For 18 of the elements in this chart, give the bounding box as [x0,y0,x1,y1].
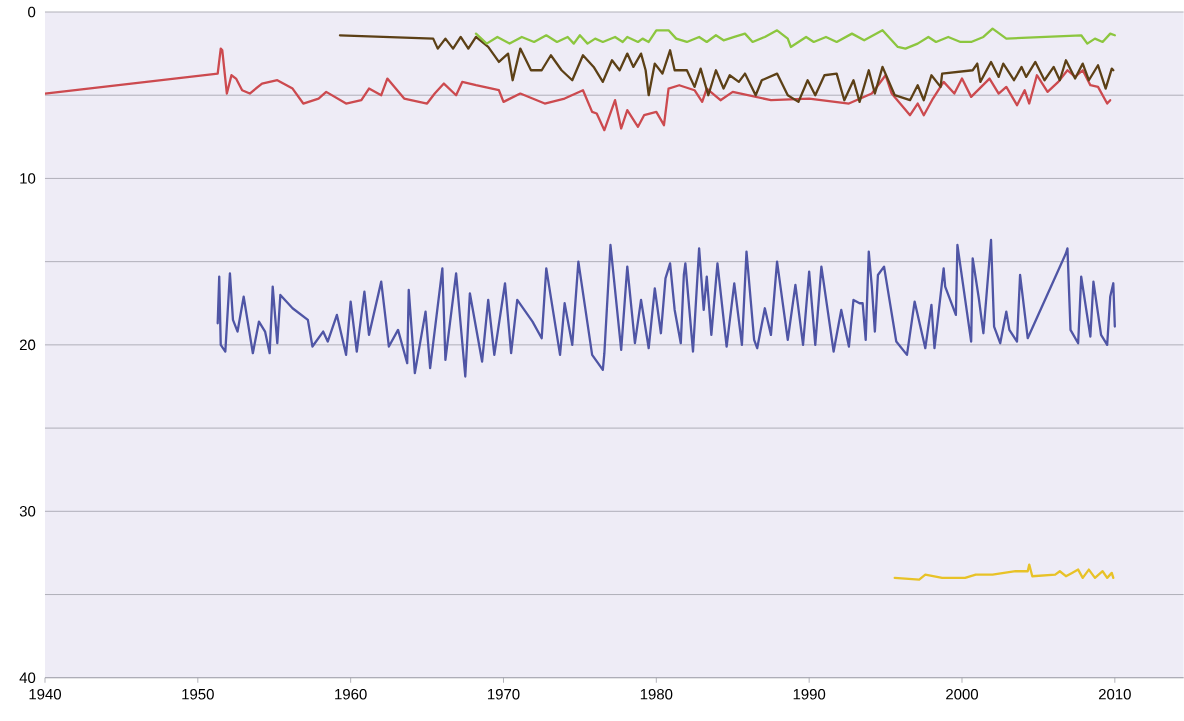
x-tick-label: 1950 [182,689,214,700]
line-series [893,563,1115,581]
y-tick-label: 30 [19,506,36,517]
line-series [216,238,1116,378]
x-tick-label: 1970 [488,689,520,700]
y-tick-label: 20 [19,339,36,351]
x-tick-label: 1990 [793,689,826,700]
y-tick-label: 40 [19,672,36,684]
x-tick-label: 1940 [29,689,62,700]
x-tick-label: 2010 [1098,689,1131,700]
x-tick-label: 1960 [335,689,367,700]
line-series [338,34,1115,104]
x-tick-label: 2000 [946,689,979,700]
x-tick-label: 1980 [640,689,673,700]
line-series [44,47,1112,132]
y-tick-label: 0 [28,6,36,18]
y-tick-label: 10 [20,173,36,184]
line-series [474,27,1116,50]
